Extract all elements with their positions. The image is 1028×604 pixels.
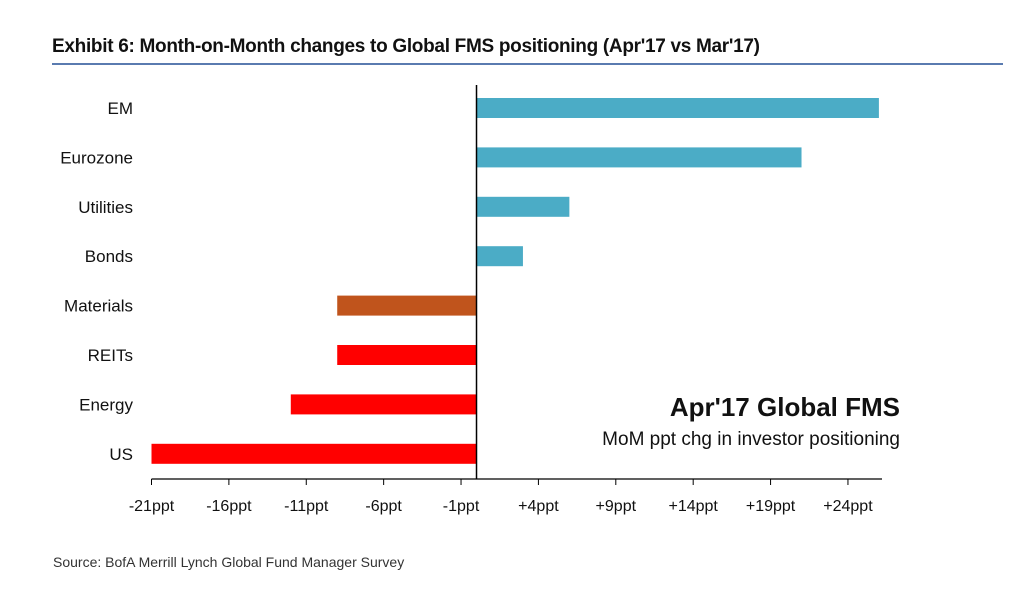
annotation-title: Apr'17 Global FMS (670, 392, 900, 422)
bar-materials (337, 295, 477, 316)
bar-us (151, 443, 477, 464)
bar-utilities (476, 196, 570, 217)
chart-title: Exhibit 6: Month-on-Month changes to Glo… (52, 36, 760, 57)
bar-bonds (476, 246, 523, 267)
category-label: Bonds (85, 247, 133, 266)
category-label: US (109, 445, 133, 464)
bar-eurozone (476, 147, 802, 168)
x-tick-label: -6ppt (365, 498, 402, 515)
x-tick-label: +19ppt (746, 498, 796, 515)
title-underline (52, 63, 1003, 65)
bar-energy (290, 394, 477, 415)
source-note: Source: BofA Merrill Lynch Global Fund M… (53, 554, 405, 570)
x-tick-label: +4ppt (518, 498, 559, 515)
annotation-subtitle: MoM ppt chg in investor positioning (602, 429, 900, 450)
category-label: Energy (79, 395, 133, 414)
x-tick-label: -16ppt (206, 498, 252, 515)
x-tick-label: +14ppt (668, 498, 718, 515)
bar-reits (337, 345, 477, 365)
x-tick-label: -21ppt (129, 498, 175, 515)
x-tick-label: -1ppt (443, 498, 480, 515)
category-label: Eurozone (60, 148, 133, 167)
category-label: Materials (64, 297, 133, 316)
category-label: REITs (88, 346, 133, 365)
category-label: EM (108, 99, 134, 118)
x-tick-label: +24ppt (823, 498, 873, 515)
x-tick-label: +9ppt (596, 498, 637, 515)
bar-em (476, 98, 879, 118)
x-tick-label: -11ppt (284, 498, 329, 515)
category-label: Utilities (78, 198, 133, 217)
